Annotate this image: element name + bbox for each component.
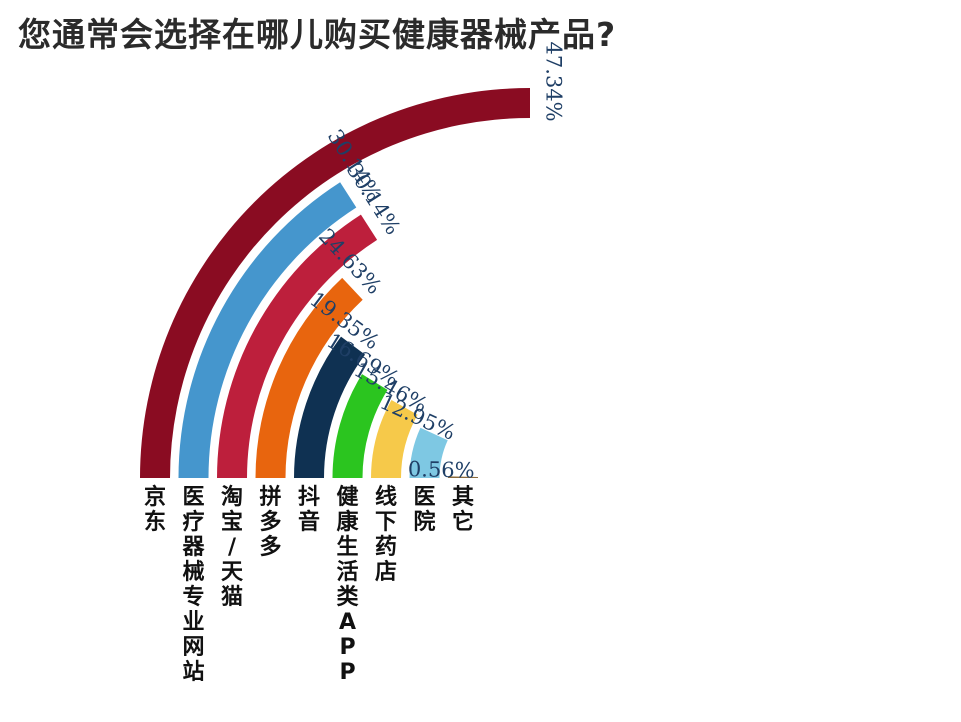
chart-title: 您通常会选择在哪儿购买健康器械产品? [18,15,617,54]
bar-8 [448,476,479,478]
category-label-7: 医院 [413,485,435,535]
value-label-0: 47.34% [541,42,565,122]
category-label-8: 其它 [452,485,474,535]
bars-layer [140,88,530,478]
category-label-0: 京东 [144,484,166,535]
value-label-8: 0.56% [408,457,475,482]
bar-2 [217,214,378,478]
bar-4 [294,336,366,478]
category-label-4: 抖音 [298,485,320,535]
bar-3 [255,277,363,478]
category-label-2: 淘宝/天猫 [221,484,244,610]
bar-5 [332,374,388,478]
bar-6 [371,399,418,478]
bar-1 [178,182,357,478]
category-label-3: 拼多多 [259,484,281,560]
category-label-1: 医疗器械专业网站 [181,485,205,685]
category-label-5: 健康生活类 A P P [336,484,359,685]
bar-7 [409,427,448,478]
category-label-6: 线下药店 [375,484,397,585]
bar-0 [140,88,530,478]
